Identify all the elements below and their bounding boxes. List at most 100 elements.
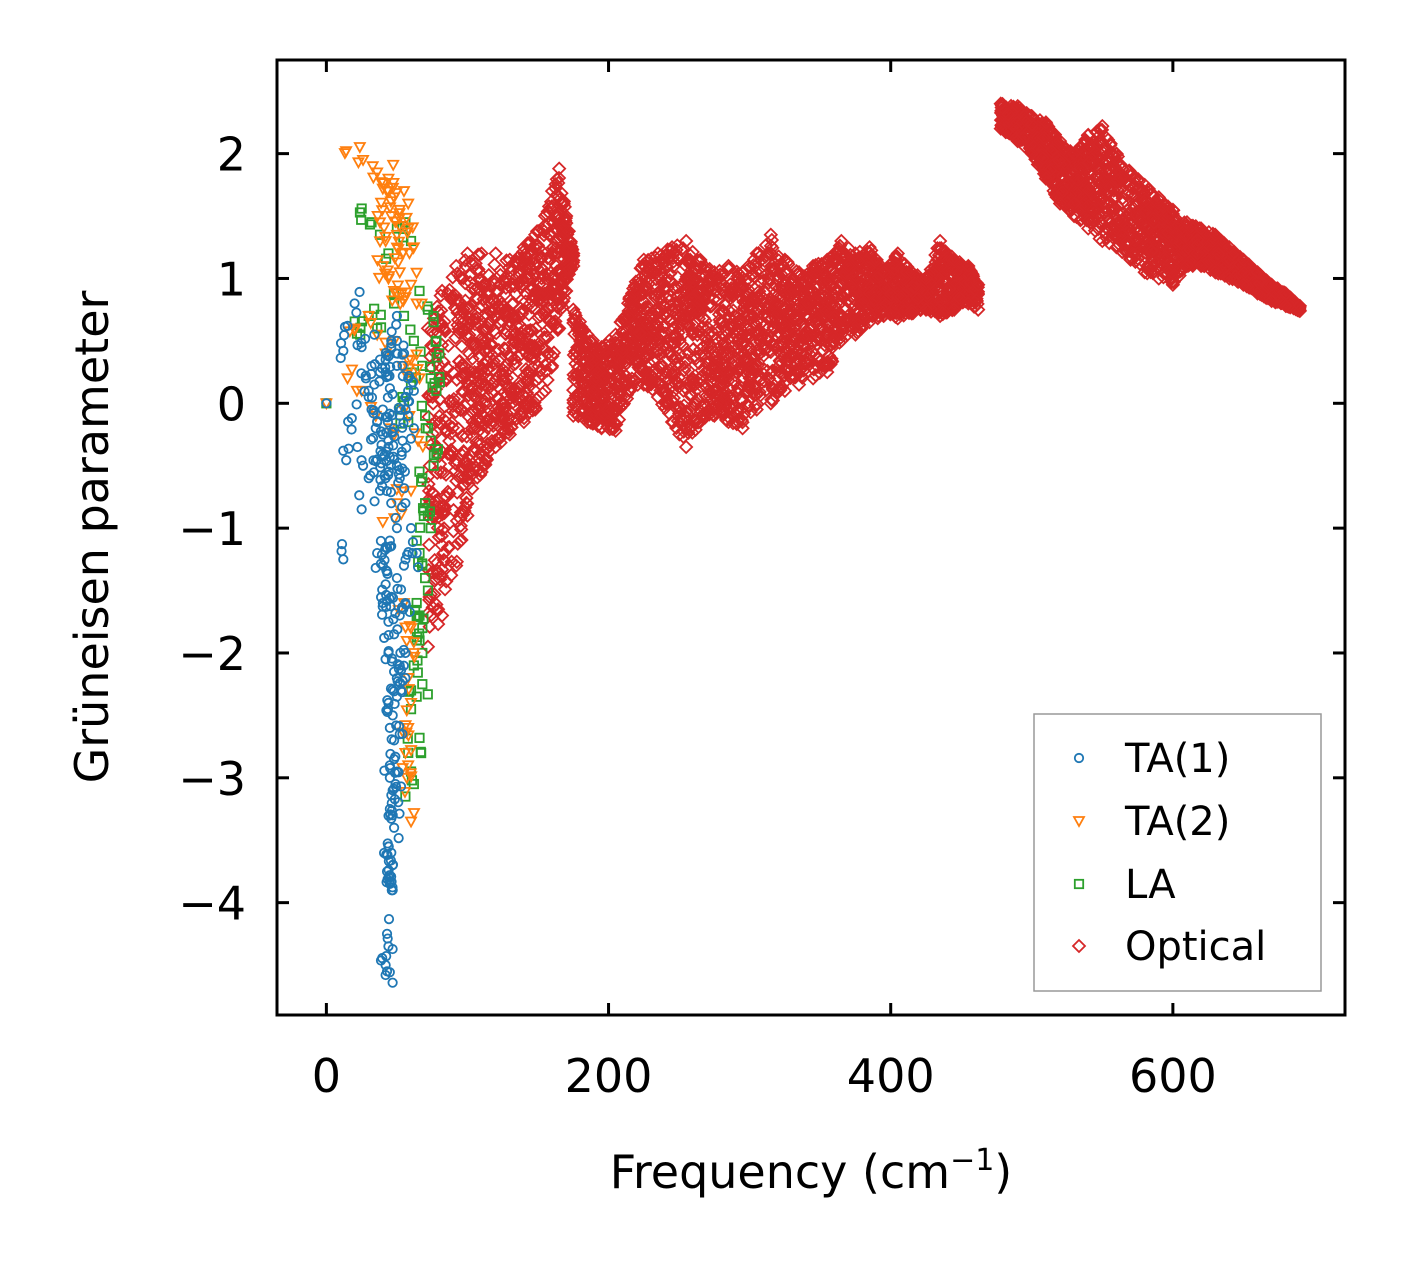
optical-point xyxy=(653,262,668,277)
optical-point xyxy=(834,233,849,249)
optical-point xyxy=(763,238,779,254)
optical-point xyxy=(684,285,700,300)
optical-point xyxy=(839,301,854,317)
optical-point xyxy=(824,310,839,325)
optical-point xyxy=(430,566,446,582)
optical-point xyxy=(434,608,450,623)
optical-point xyxy=(862,239,877,255)
optical-point xyxy=(483,336,498,352)
optical-point xyxy=(683,300,699,315)
optical-point xyxy=(454,358,469,373)
optical-point xyxy=(810,307,825,323)
optical-point xyxy=(707,408,722,424)
optical-point xyxy=(883,287,899,302)
optical-point xyxy=(537,383,553,399)
optical-point xyxy=(437,322,452,337)
optical-point xyxy=(933,258,949,274)
optical-point xyxy=(453,270,469,286)
optical-point xyxy=(513,409,529,425)
optical-point xyxy=(699,356,715,372)
optical-point xyxy=(488,439,503,455)
optical-point xyxy=(678,439,694,455)
optical-point xyxy=(819,252,835,268)
optical-point xyxy=(809,312,825,328)
optical-point xyxy=(675,337,690,353)
optical-point xyxy=(749,246,764,261)
optical-point xyxy=(506,334,521,350)
optical-point xyxy=(900,274,915,289)
optical-point xyxy=(430,520,446,536)
optical-point xyxy=(810,331,826,347)
optical-point xyxy=(556,196,571,212)
optical-point xyxy=(462,254,478,270)
optical-point xyxy=(736,345,752,360)
optical-point xyxy=(603,355,619,370)
optical-point xyxy=(425,600,441,615)
optical-point xyxy=(666,364,682,379)
optical-point xyxy=(952,254,967,270)
optical-point xyxy=(685,274,701,290)
optical-point xyxy=(585,416,600,431)
optical-point xyxy=(482,304,498,320)
optical-point xyxy=(566,408,581,424)
optical-point xyxy=(721,414,736,430)
optical-point xyxy=(434,522,450,538)
optical-point xyxy=(694,398,709,414)
optical-point xyxy=(516,414,532,430)
optical-point xyxy=(718,384,733,399)
optical-point xyxy=(664,361,680,376)
optical-point xyxy=(516,239,532,255)
optical-point xyxy=(683,269,699,285)
optical-point xyxy=(653,333,669,348)
optical-point xyxy=(457,500,473,515)
optical-point xyxy=(449,554,465,570)
optical-point xyxy=(668,400,684,416)
optical-point xyxy=(434,537,449,553)
optical-point xyxy=(641,276,657,291)
optical-point xyxy=(654,359,670,375)
optical-point xyxy=(572,386,587,402)
optical-point xyxy=(691,284,706,300)
optical-point xyxy=(650,389,666,405)
optical-point xyxy=(674,313,690,329)
optical-point xyxy=(632,325,647,341)
optical-point xyxy=(778,362,794,378)
optical-point xyxy=(712,368,727,384)
optical-point xyxy=(1101,203,1117,218)
optical-point xyxy=(671,375,686,391)
optical-point xyxy=(692,371,707,387)
optical-point xyxy=(457,398,473,414)
optical-point xyxy=(509,411,525,426)
optical-point xyxy=(482,314,497,329)
optical-point xyxy=(702,407,717,422)
optical-point xyxy=(651,300,667,316)
optical-point xyxy=(455,428,470,443)
optical-point xyxy=(586,384,601,399)
optical-point xyxy=(699,273,715,289)
optical-point xyxy=(741,399,756,415)
optical-point xyxy=(765,381,781,397)
optical-point xyxy=(803,322,818,337)
optical-point xyxy=(622,289,637,305)
optical-point xyxy=(671,302,686,318)
optical-point xyxy=(688,413,704,429)
optical-point xyxy=(825,296,841,312)
optical-point xyxy=(809,280,825,296)
optical-point xyxy=(450,305,465,320)
optical-point xyxy=(656,255,672,271)
optical-point xyxy=(825,335,841,351)
optical-point xyxy=(486,408,502,424)
optical-point xyxy=(543,265,559,280)
optical-point xyxy=(580,350,596,365)
optical-point xyxy=(970,286,986,301)
optical-point xyxy=(830,245,845,261)
optical-point xyxy=(786,360,801,375)
optical-point xyxy=(700,378,716,393)
optical-point xyxy=(951,288,966,303)
optical-point xyxy=(500,421,515,436)
optical-point xyxy=(494,296,509,312)
optical-point xyxy=(659,310,674,326)
optical-point xyxy=(838,311,853,326)
optical-point xyxy=(735,278,750,293)
